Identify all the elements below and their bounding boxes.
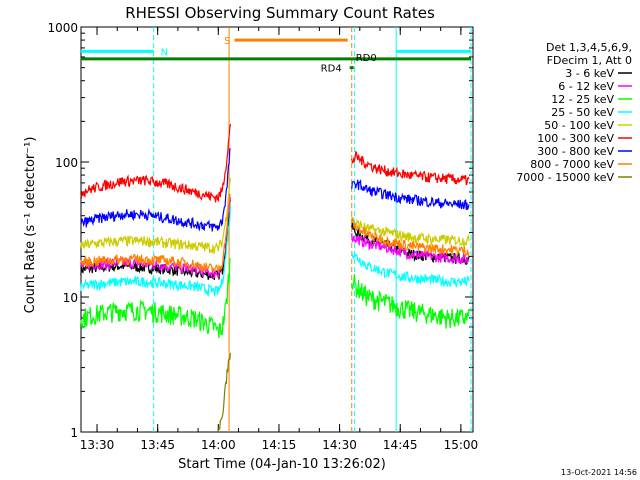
timestamp: 13-Oct-2021 14:56 — [561, 468, 637, 477]
series-line — [80, 123, 231, 203]
x-tick-label: 13:45 — [140, 438, 175, 452]
plot-area: 13:30 13:45 14:00 14:15 14:30 14:45 15:00 1 10 10… — [47, 21, 478, 452]
x-tick-label: 15:00 — [444, 438, 479, 452]
x-tick-label: 14:45 — [383, 438, 418, 452]
x-axis-label: Start Time (04-Jan-10 13:26:02) — [178, 457, 386, 472]
y-axis-label: Count Rate (s⁻¹ detector⁻¹) — [23, 137, 38, 314]
legend-label: 12 - 25 keV — [551, 93, 614, 106]
legend-label: 800 - 7000 keV — [530, 158, 614, 171]
legend-label: 100 - 300 keV — [537, 132, 614, 145]
series-line — [80, 148, 231, 232]
chart-title: RHESSI Observing Summary Count Rates — [125, 4, 435, 22]
series-line — [80, 205, 231, 298]
y-tick-label: 1 — [70, 426, 78, 440]
legend-label: 7000 - 15000 keV — [516, 171, 614, 184]
y-tick-label: 1000 — [47, 21, 78, 35]
y-tick-label: 10 — [63, 291, 78, 305]
legend-label: 300 - 800 keV — [537, 145, 614, 158]
state-bar-label: S — [224, 36, 230, 47]
series-line — [351, 251, 470, 289]
legend-label: 6 - 12 keV — [558, 80, 614, 93]
state-bar-label: RD0 — [356, 53, 377, 64]
series-line — [80, 197, 231, 279]
x-tick-label: 14:15 — [262, 438, 297, 452]
series-line — [80, 199, 231, 281]
state-bar-label: N — [161, 47, 168, 58]
legend-label: 25 - 50 keV — [551, 106, 614, 119]
x-tick-label: 14:00 — [201, 438, 236, 452]
series-line — [351, 233, 470, 264]
series-line — [351, 274, 470, 329]
series-line — [351, 218, 470, 258]
series-line — [80, 177, 231, 254]
series-line — [217, 352, 231, 433]
series-line — [80, 258, 231, 339]
legend-header-2: FDecim 1, Att 0 — [547, 54, 632, 67]
series-line — [80, 193, 231, 275]
x-tick-label: 13:30 — [80, 438, 115, 452]
legend-header-1: Det 1,3,4,5,6,9, — [546, 41, 632, 54]
series-line — [351, 216, 470, 248]
y-tick-label: 100 — [55, 156, 78, 170]
plot-frame — [80, 26, 474, 433]
state-bar-label: RD4 — [321, 64, 342, 75]
legend-label: 50 - 100 keV — [544, 119, 614, 132]
series-line — [351, 150, 470, 186]
series-line — [351, 178, 470, 210]
x-tick-label: 14:30 — [322, 438, 357, 452]
legend-label: 3 - 6 keV — [565, 67, 614, 80]
